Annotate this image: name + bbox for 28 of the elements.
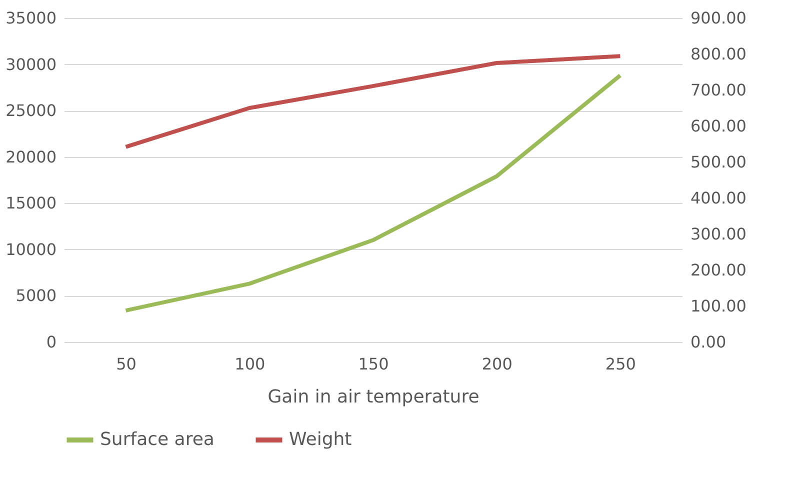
y-tick-label: 25000 — [6, 101, 56, 120]
legend-label: Surface area — [100, 429, 214, 450]
y2-tick-label: 400.00 — [690, 188, 746, 208]
y-tick-label: 5000 — [16, 286, 56, 306]
y-tick-label: 10000 — [6, 240, 56, 259]
line-series — [124, 54, 622, 149]
x-tick-label: 150 — [358, 354, 389, 374]
y-tick-label: 35000 — [6, 8, 56, 28]
y2-tick-label: 300.00 — [690, 224, 746, 244]
x-axis-title: Gain in air temperature — [268, 386, 480, 408]
y2-tick-label: 900.00 — [690, 8, 746, 28]
y-tick-label: 30000 — [6, 54, 56, 74]
line-series — [124, 73, 622, 313]
y2-tick-label: 600.00 — [690, 116, 746, 136]
x-tick-label: 250 — [605, 354, 636, 374]
y2-tick-label: 800.00 — [690, 44, 746, 64]
y2-tick-label: 700.00 — [690, 80, 746, 100]
y-tick-label: 0 — [46, 332, 56, 352]
y-tick-label: 15000 — [6, 194, 56, 213]
y2-tick-label: 200.00 — [690, 260, 746, 280]
legend-label: Weight — [289, 429, 352, 450]
y2-tick-label: 0.00 — [690, 332, 726, 352]
y2-tick-label: 500.00 — [690, 152, 746, 172]
y2-tick-label: 100.00 — [690, 296, 746, 316]
x-tick-label: 100 — [234, 354, 266, 374]
x-tick-label: 200 — [482, 354, 512, 374]
y-tick-label: 20000 — [6, 147, 56, 166]
x-tick-label: 50 — [116, 354, 136, 374]
